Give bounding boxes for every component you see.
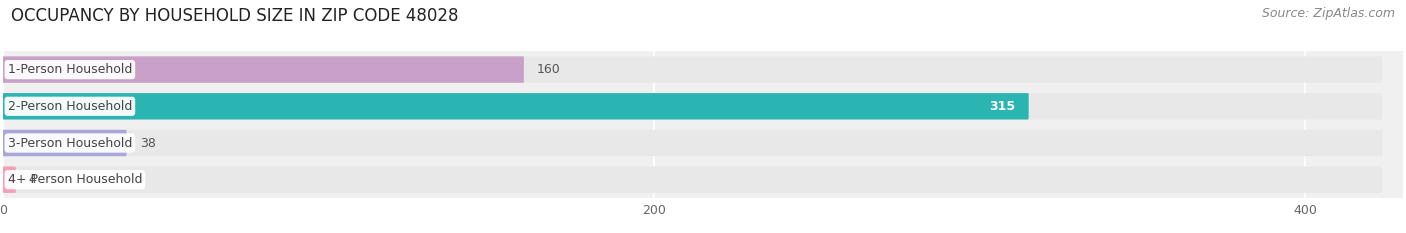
FancyBboxPatch shape	[3, 130, 1382, 156]
FancyBboxPatch shape	[3, 130, 127, 156]
Text: 38: 38	[139, 137, 156, 150]
Text: 2-Person Household: 2-Person Household	[7, 100, 132, 113]
Text: 315: 315	[990, 100, 1015, 113]
Text: 3-Person Household: 3-Person Household	[7, 137, 132, 150]
FancyBboxPatch shape	[3, 56, 1382, 83]
Text: 4+ Person Household: 4+ Person Household	[7, 173, 142, 186]
FancyBboxPatch shape	[3, 167, 15, 193]
FancyBboxPatch shape	[3, 93, 1029, 120]
Text: OCCUPANCY BY HOUSEHOLD SIZE IN ZIP CODE 48028: OCCUPANCY BY HOUSEHOLD SIZE IN ZIP CODE …	[11, 7, 458, 25]
Text: Source: ZipAtlas.com: Source: ZipAtlas.com	[1261, 7, 1395, 20]
FancyBboxPatch shape	[3, 93, 1382, 120]
FancyBboxPatch shape	[3, 167, 1382, 193]
Text: 4: 4	[30, 173, 37, 186]
FancyBboxPatch shape	[3, 56, 524, 83]
Text: 160: 160	[537, 63, 561, 76]
Text: 1-Person Household: 1-Person Household	[7, 63, 132, 76]
